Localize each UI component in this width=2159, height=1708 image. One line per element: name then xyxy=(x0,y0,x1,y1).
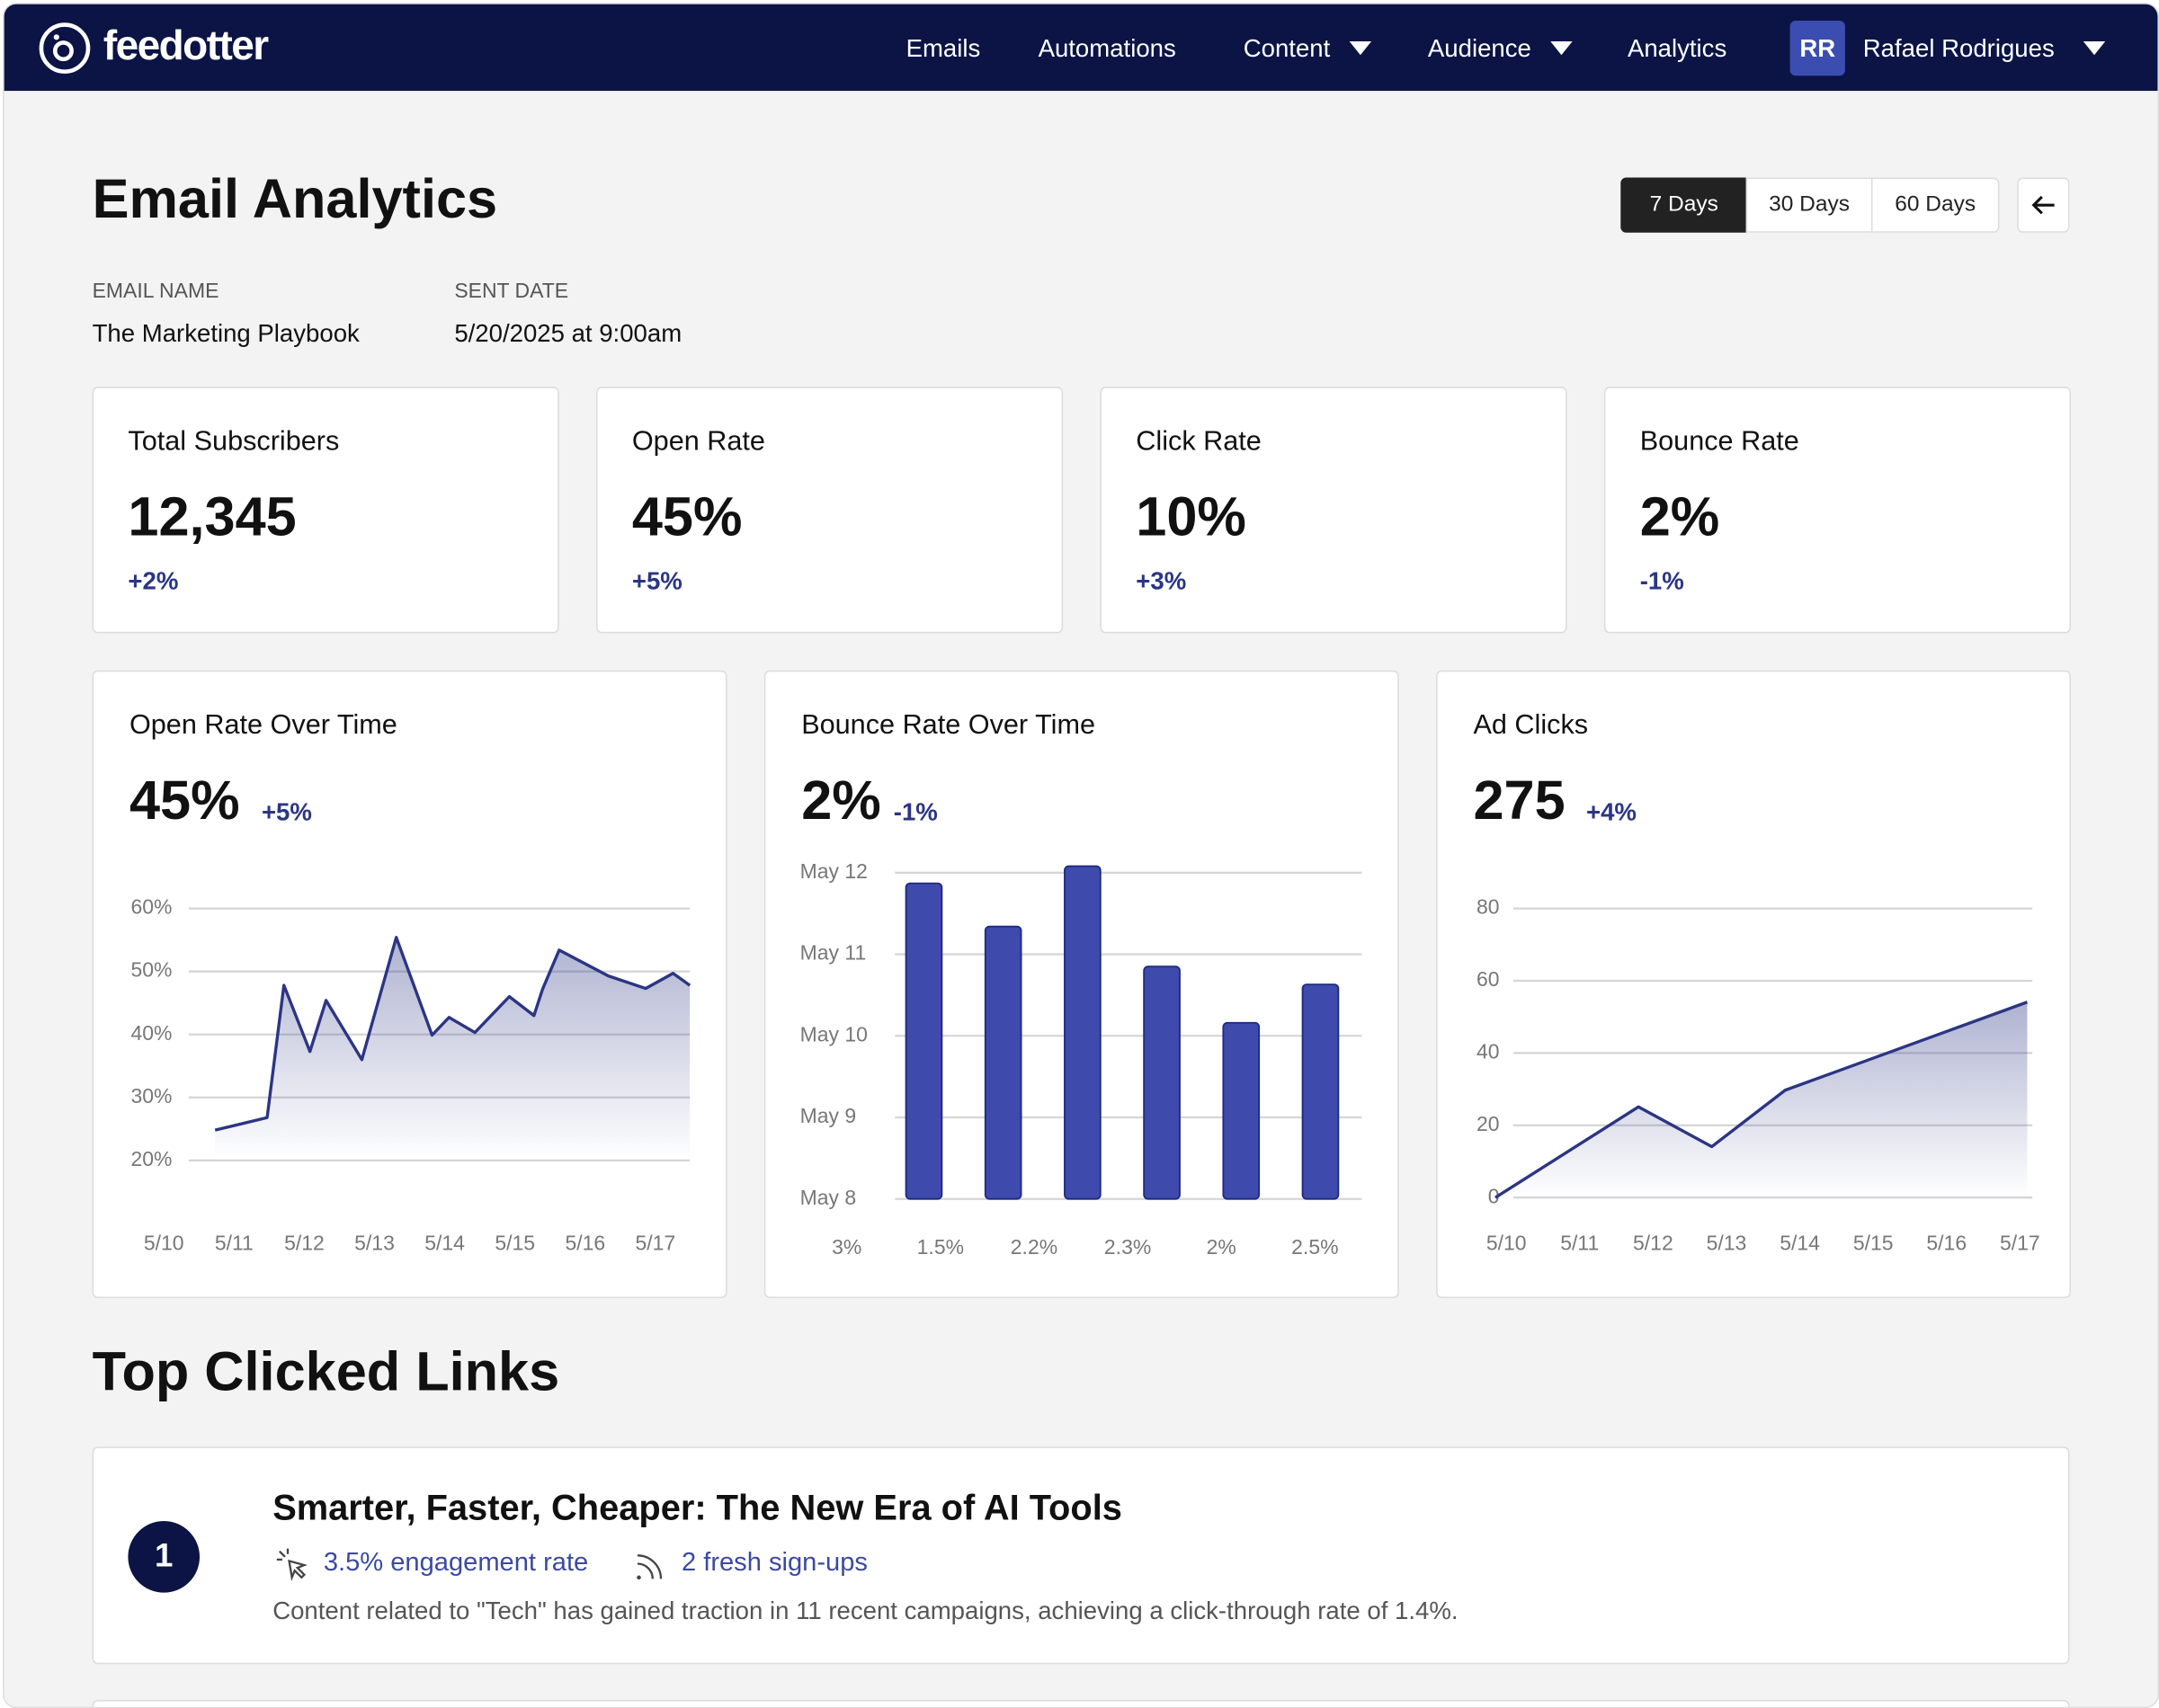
signups: 2 fresh sign-ups xyxy=(681,1548,868,1578)
link-card[interactable] xyxy=(92,1700,2070,1707)
chart-value: 275 xyxy=(1473,770,1566,832)
chart-value: 2% xyxy=(801,770,881,832)
back-button[interactable] xyxy=(2017,177,2070,233)
dropdown-arrow xyxy=(1349,40,1372,56)
chart-change: +5% xyxy=(261,798,312,826)
feed-icon xyxy=(637,1554,663,1580)
chart-title: Bounce Rate Over Time xyxy=(801,710,1096,741)
metric-value: 10% xyxy=(1136,487,1246,548)
metric-value: 45% xyxy=(631,487,743,548)
user-name[interactable]: Rafael Rodrigues xyxy=(1862,34,2055,62)
section-title: Top Clicked Links xyxy=(92,1341,560,1403)
metric-card: Bounce Rate 2% -1% xyxy=(1603,387,2071,634)
metric-change: +5% xyxy=(631,566,682,595)
chart-title: Ad Clicks xyxy=(1473,710,1589,741)
dropdown-arrow xyxy=(1550,40,1573,56)
link-description: Content related to "Tech" has gained tra… xyxy=(272,1597,1459,1624)
metric-card: Total Subscribers 12,345 +2% xyxy=(92,387,559,634)
logo-icon xyxy=(39,22,91,74)
nav-item[interactable]: Automations xyxy=(1038,34,1176,62)
chart-card xyxy=(92,670,727,1298)
chart-value: 45% xyxy=(129,770,240,832)
metric-change: +2% xyxy=(128,566,179,595)
app: feedotter Emails Automations Content Aud… xyxy=(3,3,2159,1708)
metric-label: Bounce Rate xyxy=(1639,426,1799,458)
page-title: Email Analytics xyxy=(92,169,498,230)
metric-label: Total Subscribers xyxy=(128,426,340,458)
metric-card: Open Rate 45% +5% xyxy=(596,387,1064,634)
range-button[interactable]: 30 Days xyxy=(1745,177,1873,233)
cursor-icon xyxy=(276,1548,308,1582)
metric-change: +3% xyxy=(1136,566,1187,595)
back-icon xyxy=(2031,195,2055,215)
chart-change: -1% xyxy=(893,798,938,826)
metric-label: Click Rate xyxy=(1136,426,1262,458)
rank-badge: 1 xyxy=(128,1521,201,1593)
metric-label: Open Rate xyxy=(631,426,765,458)
metric-change: -1% xyxy=(1639,566,1684,595)
metric-value: 12,345 xyxy=(128,487,297,548)
chart-change: +4% xyxy=(1586,798,1637,826)
link-title[interactable]: Smarter, Faster, Cheaper: The New Era of… xyxy=(272,1486,1122,1528)
brand[interactable]: feedotter xyxy=(103,23,269,69)
meta-value: The Marketing Playbook xyxy=(92,319,360,347)
meta-value: 5/20/2025 at 9:00am xyxy=(454,319,682,347)
link-card[interactable]: 1 Smarter, Faster, Cheaper: The New Era … xyxy=(92,1446,2070,1665)
navbar: feedotter Emails Automations Content Aud… xyxy=(4,4,2158,92)
avatar[interactable]: RR xyxy=(1789,20,1845,76)
metric-value: 2% xyxy=(1639,487,1720,548)
nav-item[interactable]: Analytics xyxy=(1627,34,1727,62)
nav-item[interactable]: Content xyxy=(1243,34,1331,62)
chart-card xyxy=(1436,670,2071,1298)
meta-label: EMAIL NAME xyxy=(92,279,219,303)
range-button[interactable]: 60 Days xyxy=(1870,177,2000,233)
nav-item[interactable]: Audience xyxy=(1427,34,1531,62)
engagement: 3.5% engagement rate xyxy=(323,1548,589,1578)
range-button[interactable]: 7 Days xyxy=(1620,177,1748,233)
meta-label: SENT DATE xyxy=(454,279,569,303)
chart-title: Open Rate Over Time xyxy=(129,710,397,741)
nav-item[interactable]: Emails xyxy=(906,34,981,62)
dropdown-arrow xyxy=(2083,40,2106,56)
metric-card: Click Rate 10% +3% xyxy=(1100,387,1567,634)
chart-card xyxy=(763,670,1399,1298)
